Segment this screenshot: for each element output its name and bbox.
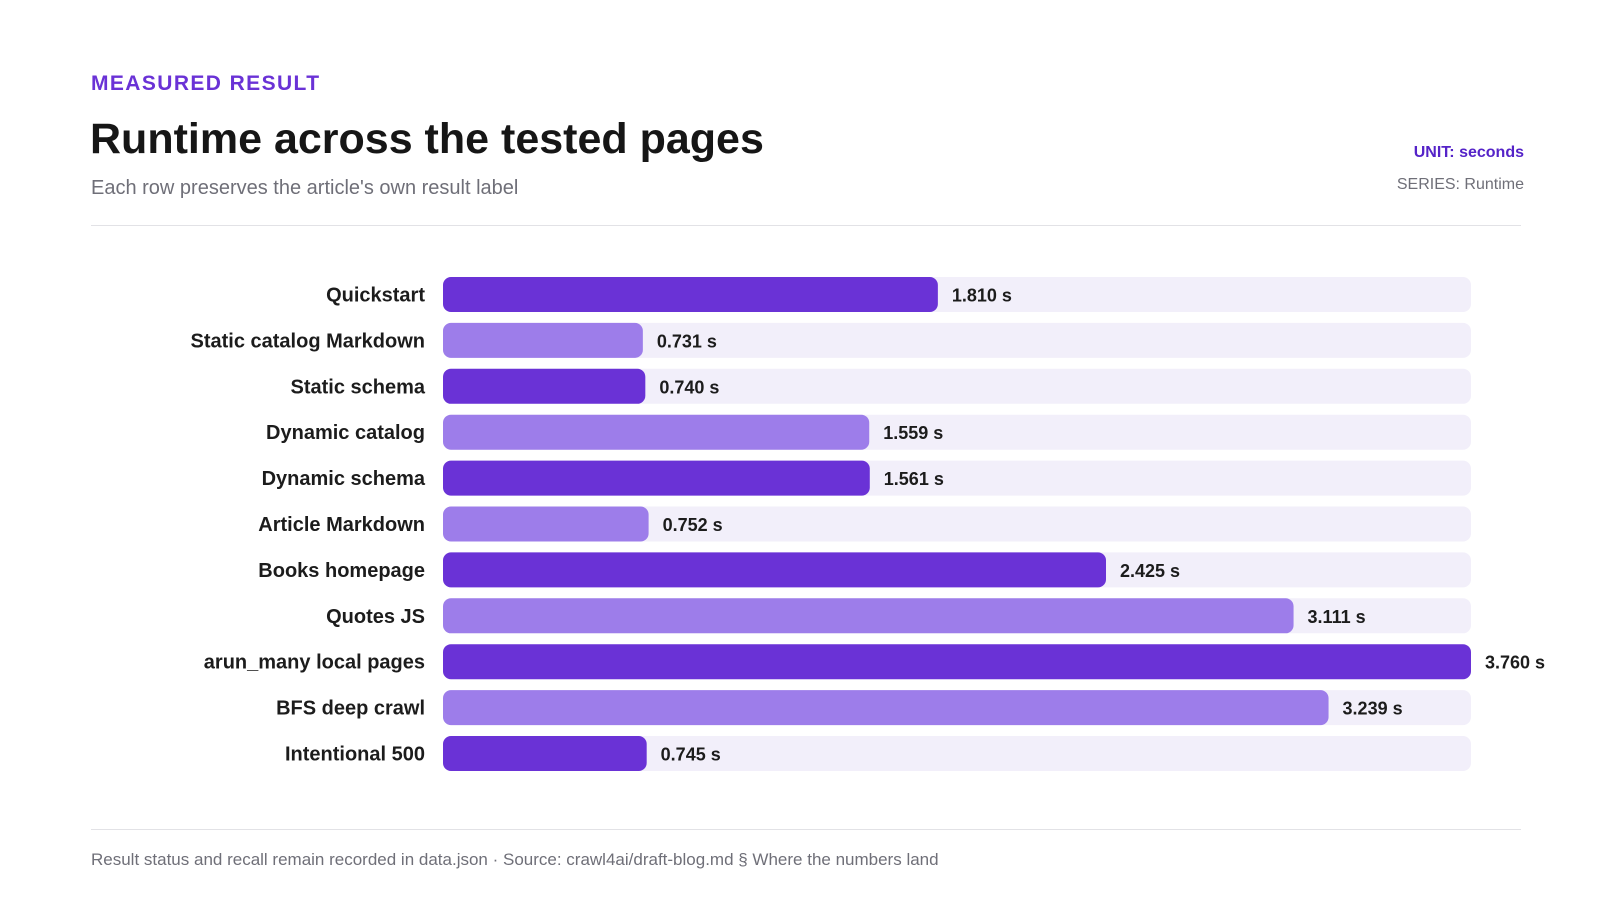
bar [443, 277, 938, 312]
bar [443, 690, 1329, 726]
bar [443, 414, 870, 450]
bar-track [443, 368, 1471, 404]
bar-track [443, 736, 1471, 771]
category-label: Article Markdown [258, 514, 425, 536]
bar [443, 736, 647, 771]
chart-subtitle: Each row preserves the article's own res… [91, 177, 519, 199]
bar [443, 460, 870, 496]
value-label: 0.740 s [659, 377, 719, 397]
chart-title: Runtime across the tested pages [90, 115, 764, 163]
value-label: 0.731 s [657, 331, 717, 351]
value-label: 0.752 s [663, 515, 723, 535]
bar-track [443, 322, 1471, 358]
value-label: 2.425 s [1120, 561, 1180, 581]
value-label: 3.239 s [1343, 699, 1403, 719]
value-label: 0.745 s [661, 745, 721, 765]
value-label: 1.810 s [952, 286, 1012, 306]
eyebrow-label: MEASURED RESULT [91, 72, 321, 95]
bar [443, 368, 646, 404]
bottom-divider [91, 829, 1521, 830]
value-label: 3.111 s [1308, 607, 1366, 627]
bar [443, 598, 1294, 634]
category-label: Static catalog Markdown [191, 330, 426, 352]
category-label: Dynamic catalog [266, 422, 425, 444]
value-label: 3.760 s [1485, 653, 1545, 673]
bar [443, 506, 649, 542]
category-label: arun_many local pages [204, 652, 425, 674]
category-label: Static schema [290, 376, 425, 398]
bar [443, 644, 1471, 680]
top-divider [91, 225, 1521, 226]
category-label: BFS deep crawl [276, 698, 425, 720]
footer-note: Result status and recall remain recorded… [91, 850, 939, 869]
bar [443, 552, 1107, 588]
value-label: 1.561 s [884, 469, 944, 489]
series-label: SERIES: Runtime [1396, 176, 1524, 193]
bar-track [443, 506, 1471, 542]
value-label: 1.559 s [883, 423, 943, 443]
bar [443, 322, 643, 358]
category-label: Quickstart [326, 285, 425, 307]
unit-label: UNIT: seconds [1413, 144, 1524, 161]
category-label: Books homepage [258, 560, 425, 582]
category-label: Dynamic schema [262, 468, 426, 490]
category-label: Intentional 500 [285, 744, 425, 766]
category-label: Quotes JS [326, 606, 425, 628]
